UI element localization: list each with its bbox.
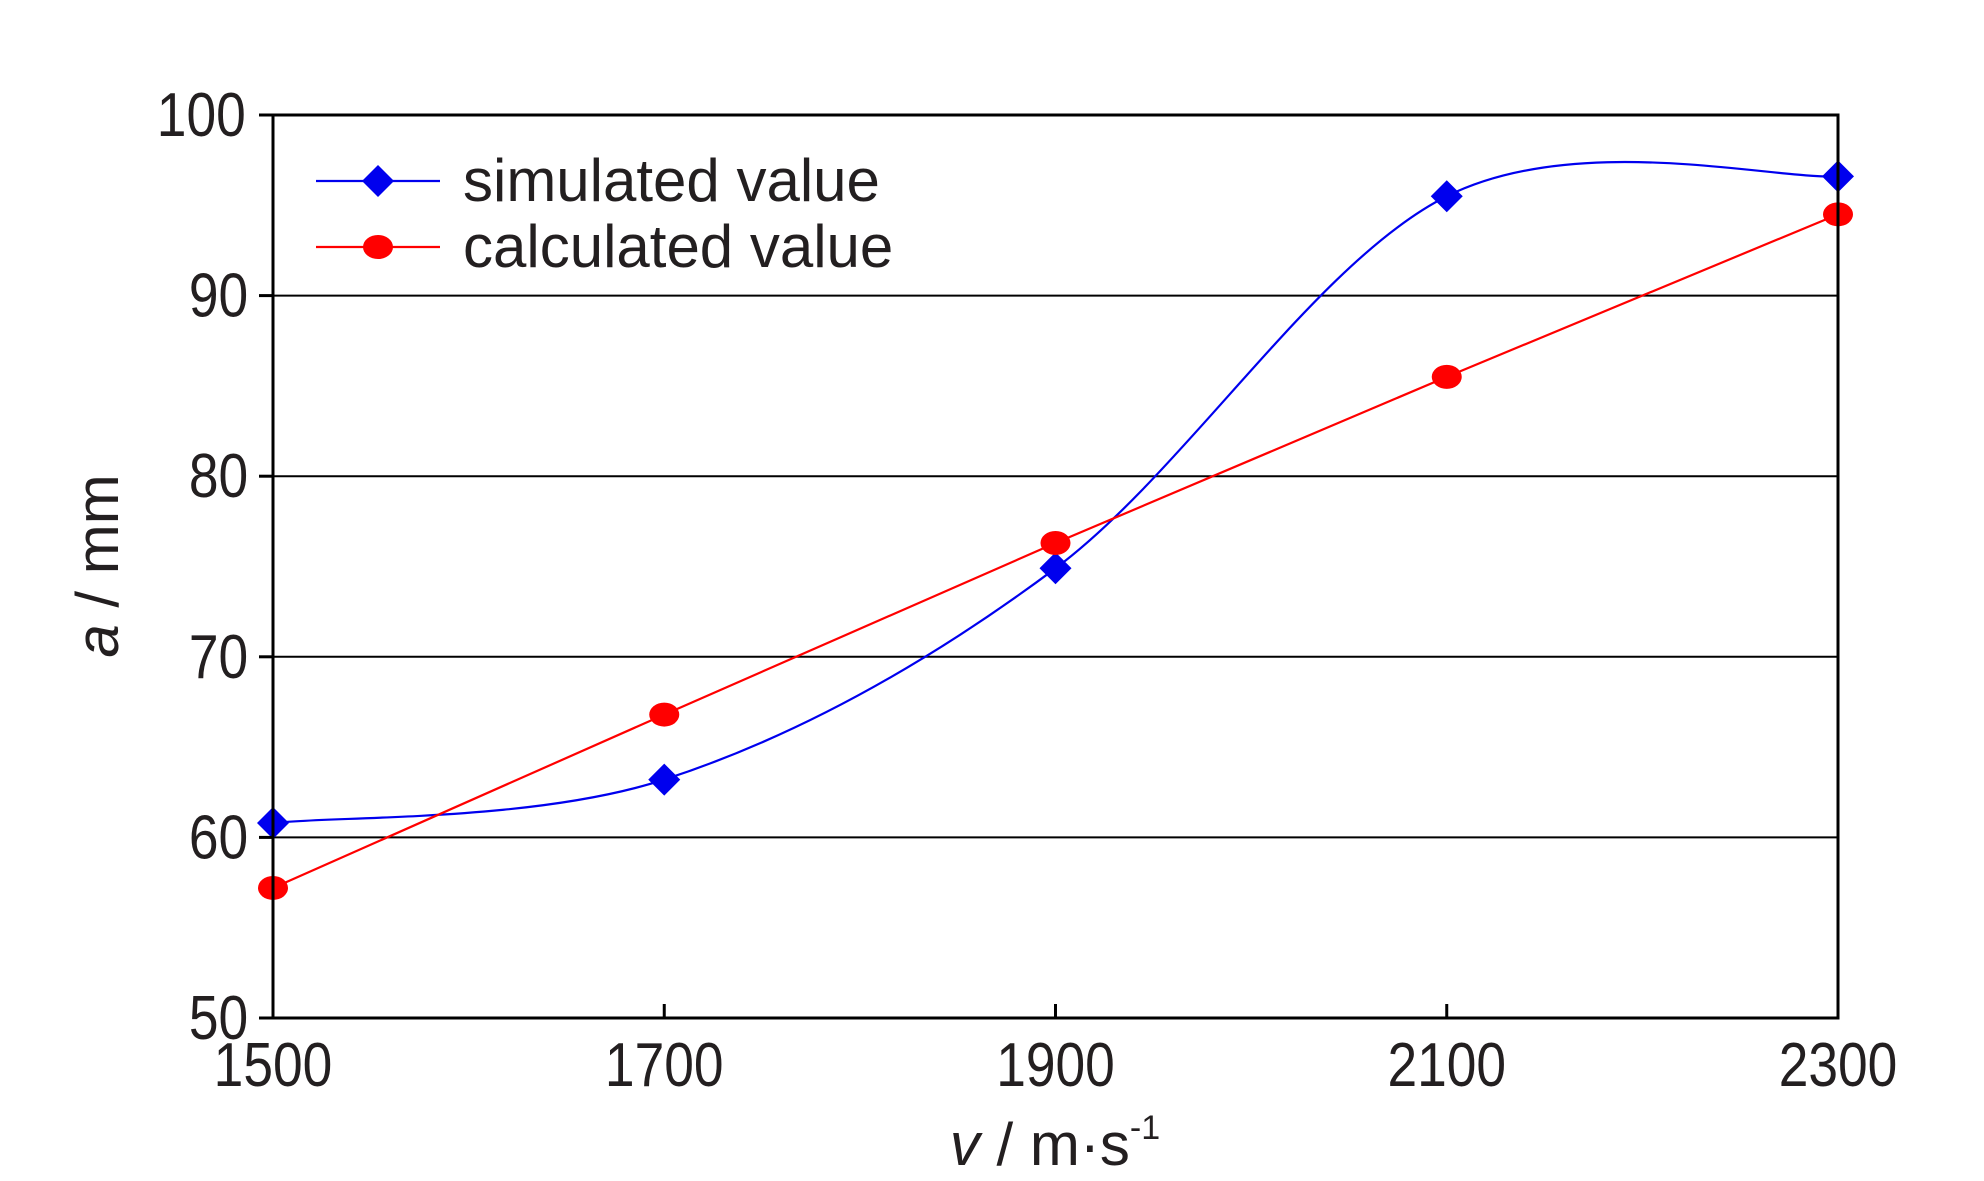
- x-axis-symbol: v: [950, 1111, 983, 1178]
- series-calculated: [258, 202, 1853, 900]
- y-axis-title: a / mm: [64, 474, 131, 657]
- legend-label: calculated value: [463, 213, 893, 280]
- legend-label: simulated value: [463, 147, 880, 214]
- legend-entry: calculated value: [316, 213, 893, 280]
- legend-marker: [363, 235, 393, 259]
- y-axis-symbol: a: [64, 624, 131, 657]
- x-axis-title: v / m·s-1: [950, 1109, 1160, 1178]
- data-point: [1040, 531, 1071, 556]
- y-axis-ticks: 50 60 70 80 90 100: [157, 81, 273, 1053]
- x-tick-label: 2300: [1779, 1031, 1898, 1100]
- legend-marker: [362, 165, 394, 197]
- grid-lines: [273, 294, 1838, 839]
- y-tick-label: 50: [189, 984, 248, 1053]
- y-tick-label: 100: [157, 81, 246, 150]
- y-axis-unit: / mm: [64, 474, 131, 624]
- y-tick-label: 70: [189, 623, 248, 692]
- x-axis-unit: / m·s: [980, 1111, 1130, 1178]
- x-tick-label: 2100: [1387, 1031, 1506, 1100]
- x-axis-exponent: -1: [1130, 1109, 1160, 1147]
- y-tick-label: 90: [189, 262, 248, 331]
- x-tick-label: 1900: [996, 1031, 1115, 1100]
- data-point: [1431, 364, 1462, 389]
- data-point: [1430, 180, 1463, 213]
- x-tick-label: 1500: [214, 1031, 333, 1100]
- data-point: [648, 763, 681, 796]
- x-tick-label: 1700: [605, 1031, 724, 1100]
- legend-entry: simulated value: [316, 147, 880, 214]
- x-axis-ticks: 1500 1700 1900 2100 2300: [214, 1004, 1898, 1100]
- y-tick-label: 80: [189, 443, 248, 512]
- data-point: [649, 702, 680, 727]
- y-tick-label: 60: [189, 804, 248, 873]
- data-point: [1039, 552, 1072, 585]
